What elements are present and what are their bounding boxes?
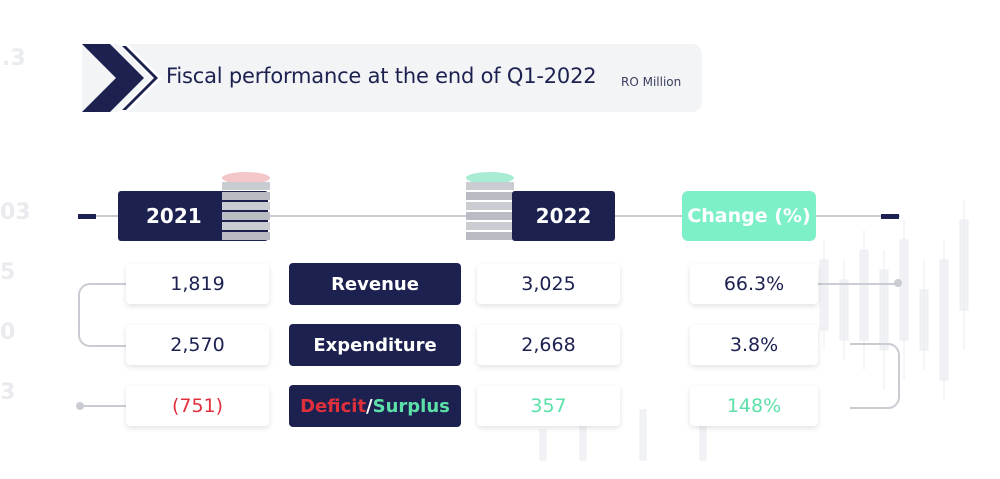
page-title: Fiscal performance at the end of Q1-2022 — [166, 64, 597, 88]
connector-dot — [76, 402, 84, 410]
label-separator: / — [366, 395, 373, 417]
expenditure-change-value: 3.8% — [690, 325, 818, 365]
timeline-end-right — [881, 214, 899, 219]
connector-bottom-line — [80, 405, 128, 407]
revenue-change-value: 66.3% — [690, 264, 818, 304]
background-candlestick-chart — [539, 200, 969, 461]
expenditure-2022-value: 2,668 — [477, 325, 620, 365]
background-number: .3 — [2, 46, 26, 71]
surplus-2022-value: 357 — [477, 386, 620, 426]
expenditure-label: Expenditure — [289, 324, 461, 366]
coin-stack-icon — [466, 172, 514, 240]
chevron-arrow-icon — [82, 44, 162, 112]
expenditure-2021-value: 2,570 — [126, 325, 269, 365]
year-2022-label: 2022 — [512, 191, 615, 241]
change-percent-header: Change (%) — [682, 191, 816, 241]
unit-label: RO Million — [621, 75, 682, 89]
revenue-label: Revenue — [289, 263, 461, 305]
connector-right — [818, 283, 898, 285]
deficit-surplus-change-value: 148% — [690, 386, 818, 426]
revenue-2021-value: 1,819 — [126, 264, 269, 304]
connector-right-loop — [850, 343, 900, 409]
deficit-surplus-label: Deficit / Surplus — [289, 385, 461, 427]
coin-stack-icon — [222, 172, 270, 240]
revenue-2022-value: 3,025 — [477, 264, 620, 304]
background-number: 3 — [0, 380, 16, 405]
connector-left — [78, 283, 128, 347]
background-number: 03 — [0, 200, 31, 225]
background-number: 0 — [0, 320, 16, 345]
header-bar — [82, 44, 702, 112]
surplus-word: Surplus — [372, 395, 450, 417]
deficit-word: Deficit — [300, 395, 367, 417]
deficit-2021-value: (751) — [126, 386, 269, 426]
connector-dot — [894, 279, 902, 287]
timeline-end-left — [78, 214, 96, 219]
background-number: 5 — [0, 260, 16, 285]
